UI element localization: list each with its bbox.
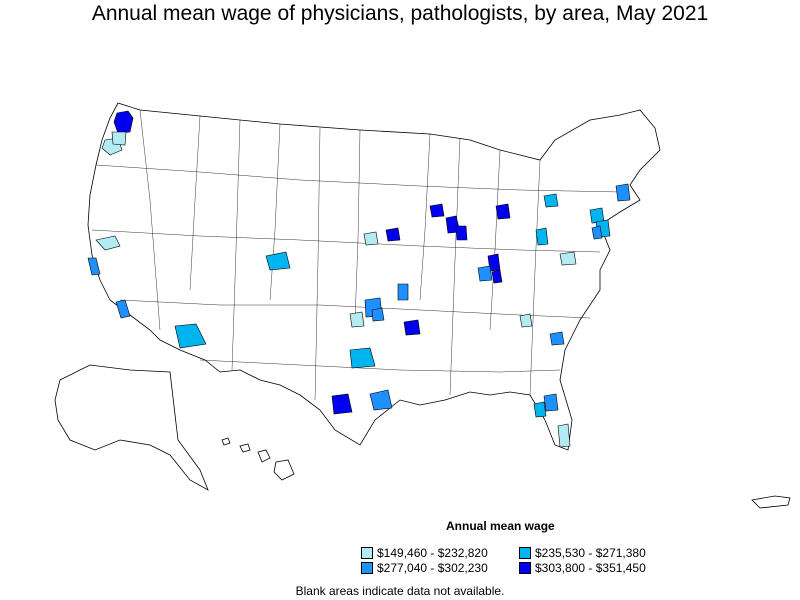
region-san-jose — [87, 257, 101, 276]
legend-label-1: $149,460 - $232,820 — [377, 546, 488, 560]
region-omaha — [363, 231, 379, 246]
region-los-angeles — [115, 299, 131, 319]
region-eugene-or — [111, 131, 127, 146]
region-chicago — [455, 225, 468, 241]
region-miami — [557, 423, 571, 448]
page-title: Annual mean wage of physicians, patholog… — [91, 2, 709, 25]
legend-label-2: $277,040 - $302,230 — [377, 561, 488, 575]
region-detroit — [495, 203, 511, 220]
region-minneapolis — [429, 203, 445, 218]
legend-item-2: $277,040 - $302,230 — [361, 561, 488, 575]
region-kansas-city — [397, 283, 409, 301]
region-philadelphia — [591, 225, 603, 240]
region-buffalo — [543, 193, 559, 208]
region-tulsa — [371, 307, 385, 322]
area-boundaries — [91, 109, 621, 401]
alaska-outline — [54, 364, 209, 491]
region-pittsburgh — [535, 227, 549, 246]
region-phoenix — [174, 323, 207, 349]
legend-swatch-1 — [361, 547, 373, 559]
puerto-rico-outline — [751, 495, 791, 509]
region-raleigh — [559, 251, 577, 266]
legend-item-3: $235,530 - $271,380 — [519, 546, 646, 560]
footnote: Blank areas indicate data not available. — [295, 584, 505, 598]
region-sacramento-sf — [95, 235, 121, 251]
hawaii-islands — [221, 437, 295, 481]
legend-label-4: $303,800 - $351,450 — [535, 561, 646, 575]
region-denver — [265, 251, 291, 271]
region-charleston — [549, 331, 565, 346]
legend-title: Annual mean wage — [446, 519, 555, 533]
region-cincinnati — [491, 269, 503, 284]
legend-label-3: $235,530 - $271,380 — [535, 546, 646, 560]
region-san-antonio — [331, 393, 353, 415]
legend-item-1: $149,460 - $232,820 — [361, 546, 488, 560]
legend-swatch-2 — [361, 562, 373, 574]
region-louisville — [477, 265, 493, 282]
region-little-rock — [403, 319, 421, 336]
region-oklahoma-city — [349, 311, 365, 328]
region-dallas — [349, 347, 376, 369]
legend-swatch-3 — [519, 547, 531, 559]
region-orlando — [543, 393, 559, 412]
region-houston — [369, 389, 393, 411]
region-seattle — [113, 110, 134, 134]
legend-item-4: $303,800 - $351,450 — [519, 561, 646, 575]
region-boston — [615, 183, 631, 202]
region-des-moines — [385, 227, 401, 242]
region-tampa — [533, 401, 547, 418]
wage-areas — [87, 110, 631, 448]
region-charlotte — [519, 313, 533, 328]
legend-swatch-4 — [519, 562, 531, 574]
